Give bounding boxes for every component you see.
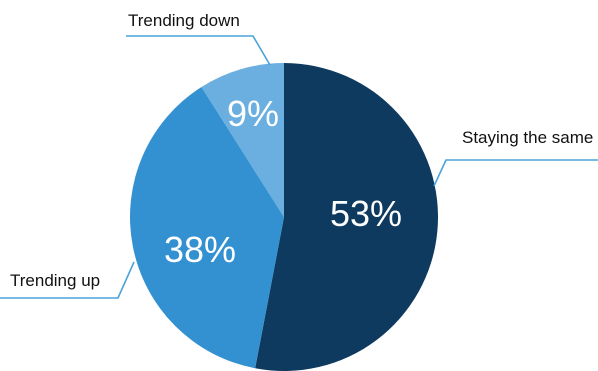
- leader-trending-down: [126, 35, 271, 66]
- pie-slice-value-trending-up: 38%: [164, 229, 236, 270]
- pie-slice-labels: 53% 38% 9%: [164, 93, 402, 270]
- pie-slice-value-staying-the-same: 53%: [330, 193, 402, 234]
- leader-staying-the-same: [433, 159, 598, 187]
- callout-label-trending-up: Trending up: [10, 271, 100, 290]
- pie-slice-staying-the-same: [255, 63, 439, 371]
- pie-slices: [129, 63, 439, 371]
- pie-slice-value-trending-down: 9%: [227, 93, 279, 134]
- pie-slice-trending-down: [201, 63, 284, 217]
- leader-trending-up: [0, 261, 135, 299]
- callout-label-staying-the-same: Staying the same: [462, 128, 593, 147]
- pie-slice-trending-up: [129, 86, 284, 369]
- callout-label-trending-down: Trending down: [128, 11, 240, 30]
